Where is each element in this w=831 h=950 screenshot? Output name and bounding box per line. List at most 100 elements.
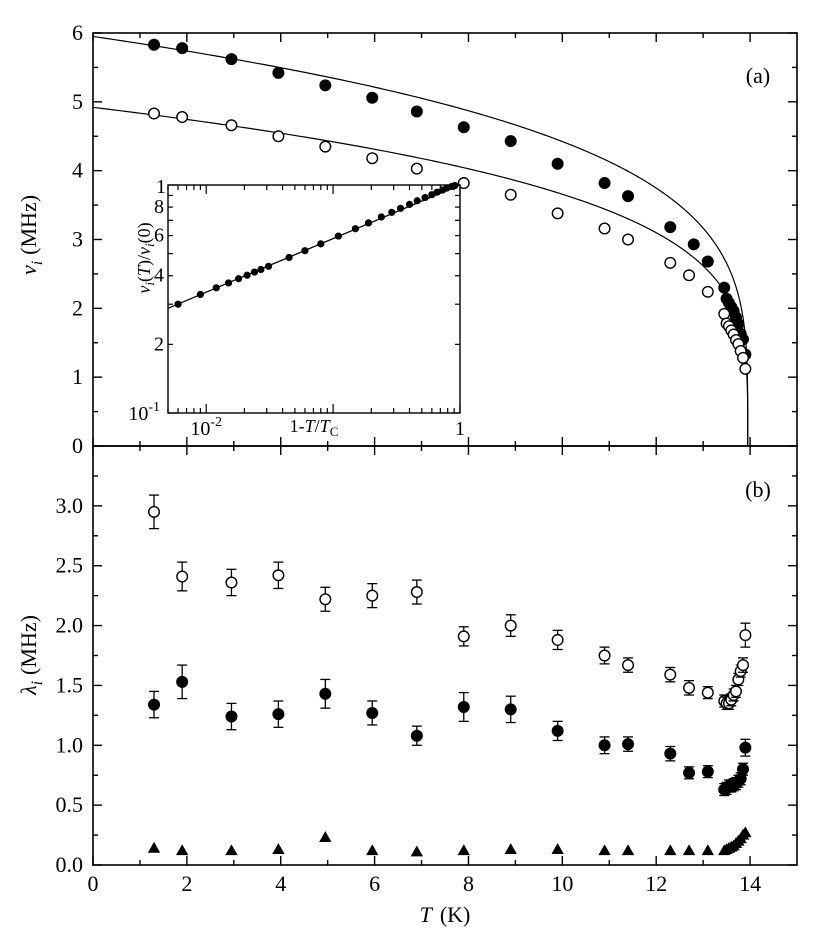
inset-point xyxy=(334,232,342,240)
inset-point xyxy=(234,275,243,283)
panel-a-point-open xyxy=(457,177,470,190)
panel-b-point-filled xyxy=(701,765,714,778)
panel-b-point-filled xyxy=(737,763,750,776)
panel-a-point-open xyxy=(504,188,517,201)
inset-xlabel-slash: / xyxy=(315,416,320,436)
panel-b-point-filled xyxy=(664,747,677,760)
panel-b-ytick-label: 3.0 xyxy=(56,493,84,518)
panel-a-ytick-label: 3 xyxy=(72,227,83,252)
panel-a-point-open xyxy=(176,110,189,123)
inset-point xyxy=(196,290,204,299)
panel-b-point-filled xyxy=(622,738,635,751)
panel-b-point-open xyxy=(701,686,714,699)
panel-b-point-filled xyxy=(176,675,189,688)
panel-b-point-triangle xyxy=(225,844,238,856)
inset-xtick-label: 10-2 xyxy=(190,415,222,440)
panel-a-point-filled xyxy=(551,157,564,170)
panel-a-point-open xyxy=(148,107,161,120)
panel-b-point-filled xyxy=(148,698,161,711)
panel-a-point-open xyxy=(272,130,285,143)
panel-a-point-open xyxy=(739,362,752,375)
panel-b-point-filled xyxy=(504,703,517,716)
panel-a-point-open xyxy=(683,269,696,282)
panel-b-point-triangle xyxy=(147,841,161,853)
panel-a-points xyxy=(148,38,752,375)
inset-xlabel: 1-T/TC xyxy=(290,416,339,439)
panel-b-xtick-label: 14 xyxy=(739,871,761,896)
panel-b-ytick-label: 2.5 xyxy=(56,553,84,578)
panel-a-point-filled xyxy=(410,105,423,118)
panel-a-ytick-label: 1 xyxy=(72,364,83,389)
panel-b-ytick-label: 1.5 xyxy=(56,672,84,697)
panel-b-frame xyxy=(92,445,798,866)
panel-a-point-filled xyxy=(598,177,611,190)
panel-a-point-filled xyxy=(176,42,189,55)
panel-a-point-open xyxy=(701,285,714,298)
panel-a-point-open xyxy=(664,256,677,269)
inset-ytick-label: 1 xyxy=(156,176,166,198)
panel-a-point-filled xyxy=(148,38,161,51)
panel-a-point-filled xyxy=(457,121,470,134)
inset-point xyxy=(421,193,429,202)
panel-b: 0 2 4 6 8 10 12 14 0.0 0.5 1.0 1.5 2.0 2.5 3.0 (b) λi (… xyxy=(16,445,798,927)
inset-point xyxy=(451,181,459,190)
panel-a-point-open xyxy=(366,152,379,165)
inset-point xyxy=(396,204,405,212)
panel-b-point-triangle xyxy=(598,844,611,856)
panel-b-point-triangle xyxy=(272,843,285,854)
panel-b-xtick-label: 6 xyxy=(369,871,380,896)
panel-b-point-filled xyxy=(319,687,332,700)
panel-b-point-open xyxy=(729,685,742,698)
inset-point xyxy=(250,268,259,276)
panel-a-point-filled xyxy=(272,66,285,79)
panel-b-point-filled xyxy=(598,739,611,752)
panel-b-ylabel: λi (MHz) xyxy=(16,615,46,696)
panel-b-point-open xyxy=(664,668,677,681)
panel-b-ytick-label: 1.0 xyxy=(56,732,84,757)
panel-b-points xyxy=(147,494,752,857)
inset-xlabel-tc-sub: C xyxy=(330,424,339,439)
panel-b-point-triangle xyxy=(664,844,677,856)
panel-a-ytick-label: 5 xyxy=(72,89,83,114)
panel-b-point-triangle xyxy=(319,831,332,842)
panel-a-point-filled xyxy=(504,135,517,148)
panel-b-ylabel-symbol: λ xyxy=(16,685,41,696)
inset-points xyxy=(174,181,459,308)
panel-b-point-open xyxy=(739,629,752,642)
panel-b-point-open xyxy=(737,659,750,672)
panel-b-point-filled xyxy=(551,724,564,737)
panel-a-ytick-label: 4 xyxy=(72,158,83,183)
inset-point xyxy=(388,208,396,216)
panel-a-point-open xyxy=(598,222,611,235)
panel-b-point-filled xyxy=(225,710,238,723)
panel-b-point-open xyxy=(622,659,635,672)
panel-a-point-open xyxy=(410,162,423,175)
panel-b-point-filled xyxy=(739,741,752,754)
inset-xtick-exponent: -2 xyxy=(210,415,222,430)
panel-b-point-triangle xyxy=(551,843,564,854)
panel-b-ticks: 0 2 4 6 8 10 12 14 0.0 0.5 1.0 1.5 2.0 2.5 3.0 xyxy=(56,446,797,896)
panel-a-ylabel-sub: i xyxy=(29,261,46,265)
inset-frame xyxy=(167,184,461,414)
panel-a-ytick-label: 2 xyxy=(72,295,83,320)
panel-b-point-open xyxy=(410,586,423,599)
panel-a-ylabel: νi (MHz) xyxy=(16,195,46,275)
panel-b-point-open xyxy=(551,633,564,646)
panel-a-ylabel-unit: (MHz) xyxy=(16,195,41,255)
inset-xtick-mantissa: 10 xyxy=(190,418,210,440)
panel-b-xlabel: T (K) xyxy=(420,902,471,927)
panel-b-xtick-label: 8 xyxy=(463,871,474,896)
inset-xlabel-tc: T xyxy=(320,416,332,436)
panel-a-point-filled xyxy=(366,91,379,104)
panel-b-point-triangle xyxy=(739,826,752,838)
inset-ylabel: νi(T)/νi(0) xyxy=(134,222,157,293)
inset-point xyxy=(405,200,414,209)
inset-point xyxy=(264,262,273,270)
panel-b-point-open xyxy=(457,630,470,643)
inset-point xyxy=(257,265,265,274)
inset-point xyxy=(317,240,325,248)
panel-a-point-filled xyxy=(225,53,238,66)
